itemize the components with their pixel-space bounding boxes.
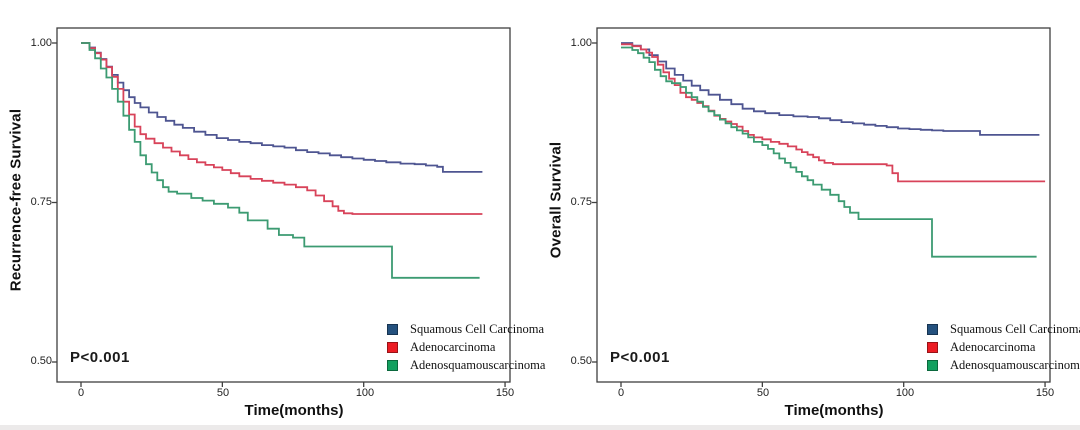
y-tick-label: 1.00 (30, 37, 52, 49)
x-tick-label: 0 (617, 387, 625, 399)
legend: Squamous Cell Carcinoma Adenocarcinoma A… (387, 322, 546, 372)
y-tick-label: 0.50 (30, 355, 52, 367)
legend-swatch-adenocarcinoma (927, 342, 938, 353)
x-tick-label: 0 (77, 387, 85, 399)
legend-item-adenosquamous: Adenosquamouscarcinoma (387, 358, 546, 372)
legend-label: Adenocarcinoma (410, 340, 496, 354)
recurrence-free-survival-plot (52, 27, 511, 387)
legend-swatch-adenosquamous (387, 360, 398, 371)
legend-item-squamous: Squamous Cell Carcinoma (927, 322, 1080, 336)
legend-label: Squamous Cell Carcinoma (410, 322, 545, 336)
legend-swatch-squamous (387, 324, 398, 335)
legend-label: Adenosquamouscarcinoma (410, 358, 546, 372)
x-tick-label: 50 (756, 387, 770, 399)
overall-survival-plot (592, 27, 1051, 387)
x-axis-title: Time(months) (784, 402, 884, 419)
x-tick-label: 100 (895, 387, 915, 399)
legend-swatch-squamous (927, 324, 938, 335)
x-axis-title: Time(months) (244, 402, 344, 419)
p-value-annotation: P<0.001 (70, 349, 130, 366)
y-tick-label: 0.50 (570, 355, 592, 367)
panel-recurrence-free-survival: Recurrence-free Survival 1.00 0.75 0.50 … (8, 27, 545, 419)
x-tick-label: 50 (216, 387, 230, 399)
x-tick-label: 150 (1035, 387, 1055, 399)
y-tick-label: 0.75 (30, 196, 52, 208)
legend-item-adenocarcinoma: Adenocarcinoma (387, 340, 545, 354)
legend-label: Squamous Cell Carcinoma (950, 322, 1080, 336)
x-tick-label: 150 (495, 387, 515, 399)
legend-item-adenocarcinoma: Adenocarcinoma (927, 340, 1080, 354)
legend-swatch-adenosquamous (927, 360, 938, 371)
legend: Squamous Cell Carcinoma Adenocarcinoma A… (927, 322, 1080, 372)
legend-label: Adenocarcinoma (950, 340, 1036, 354)
legend-item-squamous: Squamous Cell Carcinoma (387, 322, 545, 336)
bottom-divider (0, 425, 1080, 430)
y-tick-label: 1.00 (570, 37, 592, 49)
legend-item-adenosquamous: Adenosquamouscarcinoma (927, 358, 1080, 372)
x-tick-label: 100 (355, 387, 375, 399)
legend-swatch-adenocarcinoma (387, 342, 398, 353)
p-value-annotation: P<0.001 (610, 349, 670, 366)
panel-overall-survival: Overall Survival 1.00 0.75 0.50 0 50 100… (540, 0, 1080, 430)
legend-label: Adenosquamouscarcinoma (950, 358, 1080, 372)
y-tick-label: 0.75 (570, 196, 592, 208)
